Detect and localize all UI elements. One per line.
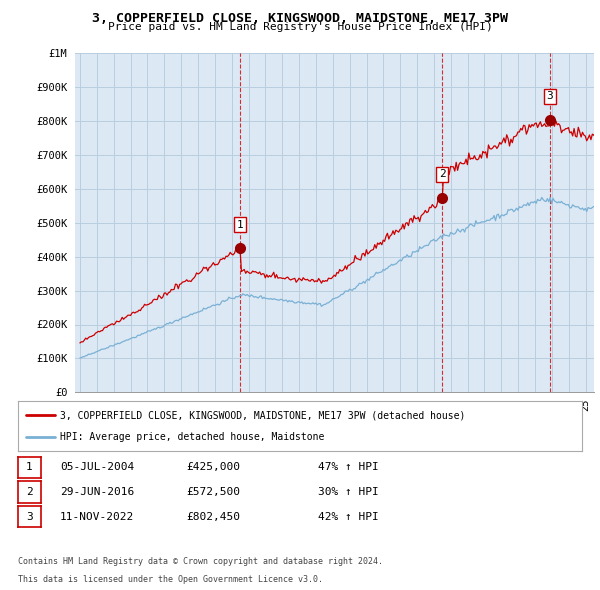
Text: 47% ↑ HPI: 47% ↑ HPI <box>318 463 379 472</box>
Text: This data is licensed under the Open Government Licence v3.0.: This data is licensed under the Open Gov… <box>18 575 323 584</box>
Text: £572,500: £572,500 <box>186 487 240 497</box>
Text: 05-JUL-2004: 05-JUL-2004 <box>60 463 134 472</box>
Text: 1: 1 <box>237 219 244 230</box>
Text: 42% ↑ HPI: 42% ↑ HPI <box>318 512 379 522</box>
Text: 29-JUN-2016: 29-JUN-2016 <box>60 487 134 497</box>
Text: 1: 1 <box>26 463 33 472</box>
Text: 30% ↑ HPI: 30% ↑ HPI <box>318 487 379 497</box>
Text: 3: 3 <box>547 91 553 101</box>
Text: £425,000: £425,000 <box>186 463 240 472</box>
Text: 3: 3 <box>26 512 33 522</box>
Text: £802,450: £802,450 <box>186 512 240 522</box>
Text: Contains HM Land Registry data © Crown copyright and database right 2024.: Contains HM Land Registry data © Crown c… <box>18 558 383 566</box>
Text: HPI: Average price, detached house, Maidstone: HPI: Average price, detached house, Maid… <box>60 432 325 442</box>
Text: Price paid vs. HM Land Registry's House Price Index (HPI): Price paid vs. HM Land Registry's House … <box>107 22 493 32</box>
Text: 2: 2 <box>439 169 446 179</box>
Text: 2: 2 <box>26 487 33 497</box>
Text: 3, COPPERFIELD CLOSE, KINGSWOOD, MAIDSTONE, ME17 3PW (detached house): 3, COPPERFIELD CLOSE, KINGSWOOD, MAIDSTO… <box>60 410 466 420</box>
Text: 3, COPPERFIELD CLOSE, KINGSWOOD, MAIDSTONE, ME17 3PW: 3, COPPERFIELD CLOSE, KINGSWOOD, MAIDSTO… <box>92 12 508 25</box>
Text: 11-NOV-2022: 11-NOV-2022 <box>60 512 134 522</box>
